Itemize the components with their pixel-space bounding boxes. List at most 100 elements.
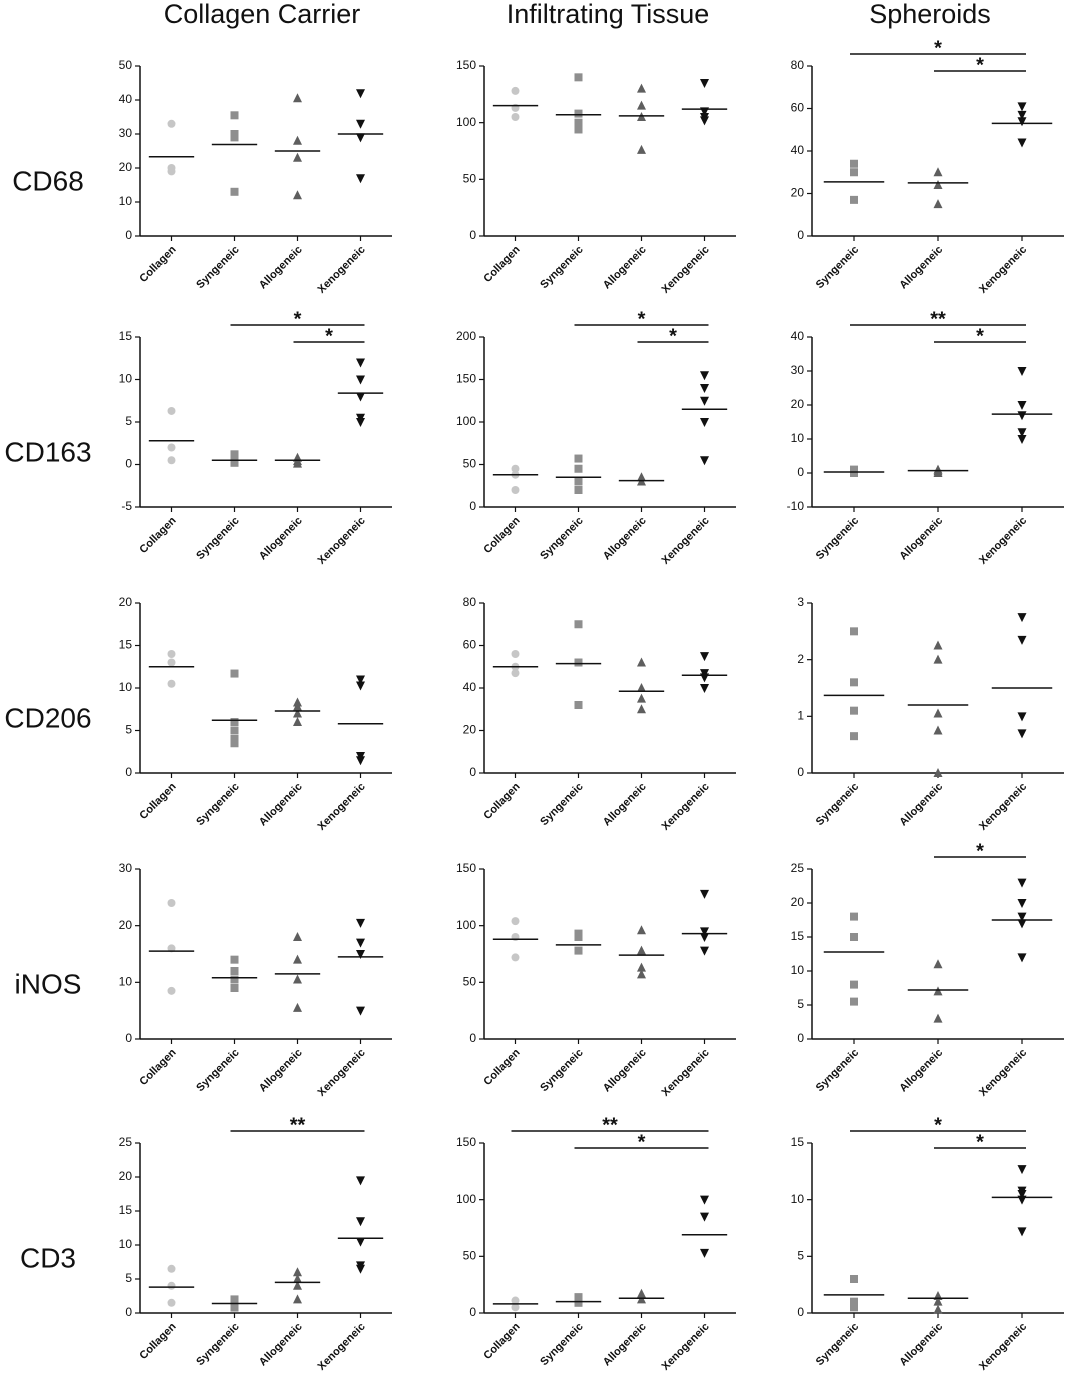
point xyxy=(167,456,176,465)
y-tick-label: -10 xyxy=(787,499,805,513)
point xyxy=(1017,613,1027,623)
point xyxy=(1017,138,1027,148)
x-tick-label: Syngeneic xyxy=(814,244,861,291)
point xyxy=(850,159,858,168)
x-tick-label: Syngeneic xyxy=(538,1321,585,1368)
x-tick-label: Xenogeneic xyxy=(316,1047,368,1099)
x-tick-label: Allogeneic xyxy=(601,1321,649,1369)
y-tick-label: 5 xyxy=(125,723,132,737)
y-tick-label: 0 xyxy=(469,228,476,242)
point xyxy=(230,111,239,120)
point xyxy=(574,477,583,486)
x-tick-label: Collagen xyxy=(481,1046,523,1088)
point xyxy=(933,1296,943,1306)
y-tick-label: 10 xyxy=(119,372,133,386)
point xyxy=(574,109,583,118)
point xyxy=(293,1280,302,1290)
point xyxy=(637,83,646,93)
y-tick-label: 50 xyxy=(463,172,477,186)
point xyxy=(230,735,239,743)
point xyxy=(850,469,858,477)
point xyxy=(574,486,583,494)
point xyxy=(637,657,646,667)
point xyxy=(230,187,239,196)
x-tick-label: Xenogeneic xyxy=(660,1047,712,1099)
point xyxy=(637,945,646,955)
point xyxy=(850,912,858,921)
y-tick-label: 50 xyxy=(119,58,133,72)
x-tick-label: Collagen xyxy=(481,780,523,822)
x-tick-label: Allogeneic xyxy=(897,781,945,829)
point xyxy=(850,933,858,941)
x-tick-label: Collagen xyxy=(481,243,523,285)
point xyxy=(293,1267,302,1277)
x-tick-label: Syngeneic xyxy=(814,1047,861,1094)
point xyxy=(293,1274,302,1283)
point xyxy=(230,955,239,964)
y-tick-label: 0 xyxy=(469,499,476,513)
y-tick-label: 100 xyxy=(456,918,476,932)
point xyxy=(637,144,646,154)
significance-label: * xyxy=(976,840,984,862)
x-tick-label: Syngeneic xyxy=(814,1321,861,1368)
significance-label: * xyxy=(976,54,984,76)
point xyxy=(356,174,365,184)
y-tick-label: 5 xyxy=(797,1249,804,1263)
point xyxy=(293,954,302,964)
x-tick-label: Xenogeneic xyxy=(977,244,1029,296)
y-tick-label: 25 xyxy=(119,1135,133,1149)
x-tick-label: Xenogeneic xyxy=(316,781,368,833)
y-tick-label: 80 xyxy=(791,58,805,72)
point xyxy=(700,116,709,126)
y-tick-label: 15 xyxy=(119,329,133,343)
point xyxy=(356,950,365,959)
y-tick-label: 60 xyxy=(791,101,805,115)
y-tick-label: 15 xyxy=(791,929,805,943)
y-tick-label: 50 xyxy=(463,457,477,471)
point xyxy=(933,986,943,996)
point xyxy=(574,73,583,82)
point xyxy=(850,1303,858,1312)
point xyxy=(637,969,646,979)
point xyxy=(637,683,646,692)
point xyxy=(356,756,365,766)
point xyxy=(167,1281,176,1290)
y-tick-label: 10 xyxy=(119,680,133,694)
point xyxy=(637,693,646,703)
x-tick-label: Syngeneic xyxy=(814,515,861,562)
panel: 0 10 20 30 Collagen Syngeneic Allogeneic Xenoge… xyxy=(119,861,392,1099)
x-tick-label: Allogeneic xyxy=(257,515,305,563)
x-tick-label: Allogeneic xyxy=(897,1321,945,1369)
y-tick-label: 40 xyxy=(791,143,805,157)
y-tick-label: 200 xyxy=(456,329,476,343)
point xyxy=(293,190,302,200)
point xyxy=(356,89,365,99)
y-tick-label: 40 xyxy=(119,92,133,106)
point xyxy=(933,199,943,209)
y-tick-label: 0 xyxy=(125,765,132,779)
x-tick-label: Syngeneic xyxy=(538,515,585,562)
x-tick-label: Syngeneic xyxy=(194,1047,241,1094)
y-tick-label: 50 xyxy=(463,975,477,989)
y-tick-label: 5 xyxy=(797,997,804,1011)
point xyxy=(356,133,365,143)
x-tick-label: Allogeneic xyxy=(257,244,305,292)
y-tick-label: 150 xyxy=(456,58,476,72)
y-tick-label: 10 xyxy=(791,431,805,445)
y-tick-label: 1 xyxy=(797,709,804,723)
point xyxy=(293,932,302,941)
panel: -10 0 10 20 30 40 Syngeneic Allogeneic Xenogenei… xyxy=(787,308,1064,567)
point xyxy=(1017,110,1027,120)
significance-label: ** xyxy=(290,1114,306,1136)
point xyxy=(850,706,858,715)
y-tick-label: 10 xyxy=(791,1192,805,1206)
point xyxy=(1017,899,1027,908)
panel: -5 0 5 10 15 Collagen Syngeneic Allogeneic Xenog… xyxy=(119,308,392,567)
x-tick-label: Allogeneic xyxy=(257,1047,305,1095)
point xyxy=(933,1013,943,1023)
point xyxy=(511,953,520,962)
x-tick-label: Xenogeneic xyxy=(660,515,712,567)
point xyxy=(230,726,239,735)
point xyxy=(637,925,646,935)
point xyxy=(1017,878,1027,888)
